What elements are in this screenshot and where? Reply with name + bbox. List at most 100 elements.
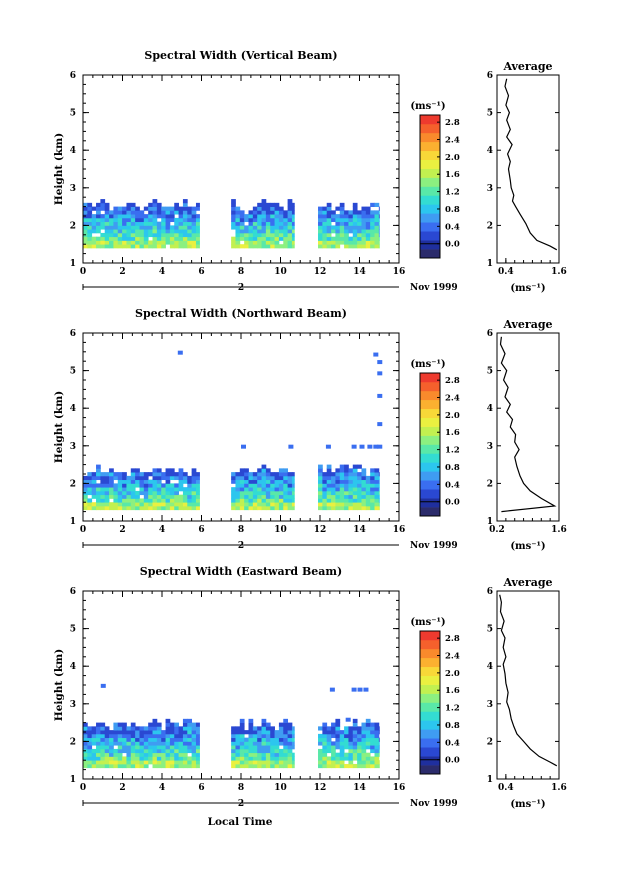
heatmap-cell (248, 214, 254, 219)
heatmap-cell (329, 687, 335, 692)
heatmap-cell (326, 763, 332, 769)
colorbar-tick-label: 0.0 (445, 756, 460, 766)
heatmap-cell (261, 494, 267, 499)
heatmap-cell (231, 756, 236, 761)
heatmap-cell (252, 730, 258, 735)
heatmap-cell (195, 236, 200, 241)
heatmap-cell (274, 236, 280, 241)
heatmap-cell (339, 210, 345, 215)
heatmap-cell (126, 498, 132, 503)
heatmap-cell (191, 221, 197, 226)
heatmap-cell (326, 221, 332, 226)
heatmap-cell (152, 475, 158, 481)
heatmap-cell (156, 498, 162, 503)
heatmap-cell (287, 490, 293, 496)
heatmap-cell (130, 745, 136, 750)
heatmap-cell (278, 483, 284, 488)
heatmap-cell (318, 468, 323, 473)
heatmap-cell (174, 733, 179, 739)
heatmap-cell (148, 745, 153, 750)
heatmap-cell (378, 748, 380, 754)
heatmap-cell (270, 240, 275, 245)
heatmap-cell (152, 730, 158, 735)
heatmap-cell (331, 229, 336, 234)
heatmap-cell (195, 730, 200, 735)
heatmap-cell (231, 763, 236, 769)
heatmap-cell (113, 505, 119, 511)
heatmap-cell (248, 472, 254, 477)
heatmap-cell (331, 730, 336, 735)
heatmap-cell (257, 726, 262, 731)
heatmap-cell (239, 475, 245, 481)
heatmap-cell (182, 244, 188, 249)
heatmap-cell (104, 214, 110, 219)
heatmap-cell (357, 494, 362, 499)
heatmap-cell (370, 221, 375, 226)
heatmap-cell (135, 756, 140, 761)
heatmap-cell (278, 221, 284, 226)
profile-frame (496, 332, 560, 522)
heatmap-cell (113, 225, 119, 230)
heatmap-cell (291, 236, 295, 241)
y-tick-label: 4 (70, 404, 76, 414)
heatmap-cell (239, 760, 245, 765)
heatmap-cell (352, 229, 358, 234)
heatmap-cell (165, 229, 171, 234)
heatmap-cell (339, 221, 345, 226)
heatmap-cell (331, 752, 336, 757)
heatmap-cell (91, 487, 97, 492)
heatmap-cell (104, 745, 110, 750)
y-tick-label: 5 (70, 625, 76, 635)
heatmap-cell (326, 217, 332, 223)
heatmap-cell (156, 483, 162, 488)
heatmap-cell (174, 760, 179, 765)
x-tick-label: 2 (119, 525, 125, 535)
heatmap-cell (117, 505, 123, 511)
heatmap-cell (152, 479, 158, 484)
heatmap-cell (274, 745, 280, 750)
heatmap-cell (156, 472, 162, 477)
heatmap-cell (143, 206, 149, 211)
colorbar-swatch (420, 684, 440, 694)
heatmap-cell (365, 475, 371, 481)
heatmap-cell (270, 748, 275, 754)
colorbar-tick-label: 1.2 (445, 704, 460, 714)
heatmap-cell (113, 221, 119, 226)
colorbar-swatch (420, 693, 440, 703)
heatmap-cell (374, 229, 380, 234)
y-tick-label: 3 (70, 442, 76, 452)
heatmap-cell (152, 498, 158, 503)
heatmap-cell (152, 505, 158, 511)
heatmap-cell (83, 763, 88, 769)
heatmap-cell (135, 726, 140, 731)
heatmap-cell (248, 505, 254, 511)
heatmap-cell (100, 756, 106, 761)
heatmap-cell (318, 225, 323, 230)
heatmap-cell (270, 475, 275, 481)
heatmap-cell (122, 763, 127, 769)
heatmap-cell (182, 741, 188, 746)
heatmap-cell (357, 479, 362, 484)
heatmap-cell (326, 236, 332, 241)
heatmap-cell (191, 763, 197, 769)
heatmap-cell (344, 229, 349, 234)
heatmap-cell (174, 217, 179, 223)
heatmap-cell (96, 748, 101, 754)
heatmap-cell (148, 733, 153, 739)
heatmap-cell (113, 730, 119, 735)
heatmap-cell (283, 475, 289, 481)
heatmap-cell (335, 763, 341, 769)
heatmap-cell (318, 737, 323, 742)
heatmap-cell (191, 472, 197, 477)
heatmap-cell (331, 225, 336, 230)
heatmap-cell (109, 232, 114, 238)
heatmap-cell (335, 502, 341, 507)
heatmap-cell (274, 763, 280, 769)
heatmap-cell (252, 763, 258, 769)
heatmap-cell (122, 748, 127, 754)
heatmap-cell (357, 745, 362, 750)
heatmap-cell (322, 730, 328, 735)
heatmap-cell (274, 240, 280, 245)
heatmap-cell (326, 232, 332, 238)
heatmap-cell (283, 718, 289, 723)
